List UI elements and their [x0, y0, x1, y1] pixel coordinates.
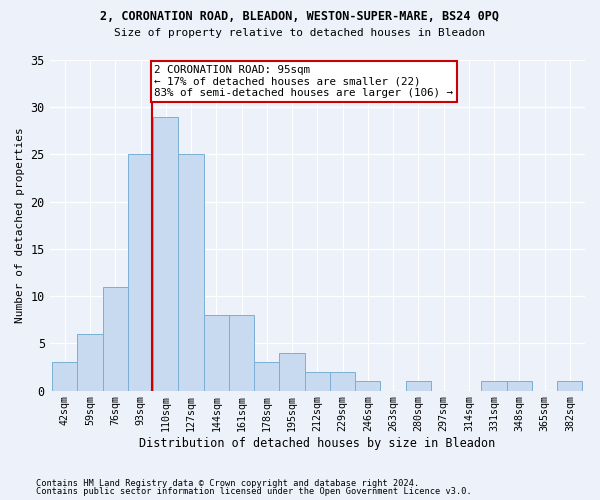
Bar	[406, 381, 431, 390]
Bar	[557, 381, 583, 390]
Bar	[153, 116, 178, 390]
Text: 2 CORONATION ROAD: 95sqm
← 17% of detached houses are smaller (22)
83% of semi-d: 2 CORONATION ROAD: 95sqm ← 17% of detach…	[154, 64, 454, 98]
Bar	[52, 362, 77, 390]
Text: Size of property relative to detached houses in Bleadon: Size of property relative to detached ho…	[115, 28, 485, 38]
Bar	[507, 381, 532, 390]
Bar	[330, 372, 355, 390]
Y-axis label: Number of detached properties: Number of detached properties	[15, 128, 25, 323]
Bar	[128, 154, 153, 390]
Bar	[77, 334, 103, 390]
Text: 2, CORONATION ROAD, BLEADON, WESTON-SUPER-MARE, BS24 0PQ: 2, CORONATION ROAD, BLEADON, WESTON-SUPE…	[101, 10, 499, 23]
Bar	[178, 154, 204, 390]
Text: Contains HM Land Registry data © Crown copyright and database right 2024.: Contains HM Land Registry data © Crown c…	[36, 478, 419, 488]
Bar	[305, 372, 330, 390]
Bar	[280, 353, 305, 391]
Bar	[204, 315, 229, 390]
Text: Contains public sector information licensed under the Open Government Licence v3: Contains public sector information licen…	[36, 487, 472, 496]
Bar	[355, 381, 380, 390]
Bar	[103, 286, 128, 391]
X-axis label: Distribution of detached houses by size in Bleadon: Distribution of detached houses by size …	[139, 437, 496, 450]
Bar	[481, 381, 507, 390]
Bar	[229, 315, 254, 390]
Bar	[254, 362, 280, 390]
